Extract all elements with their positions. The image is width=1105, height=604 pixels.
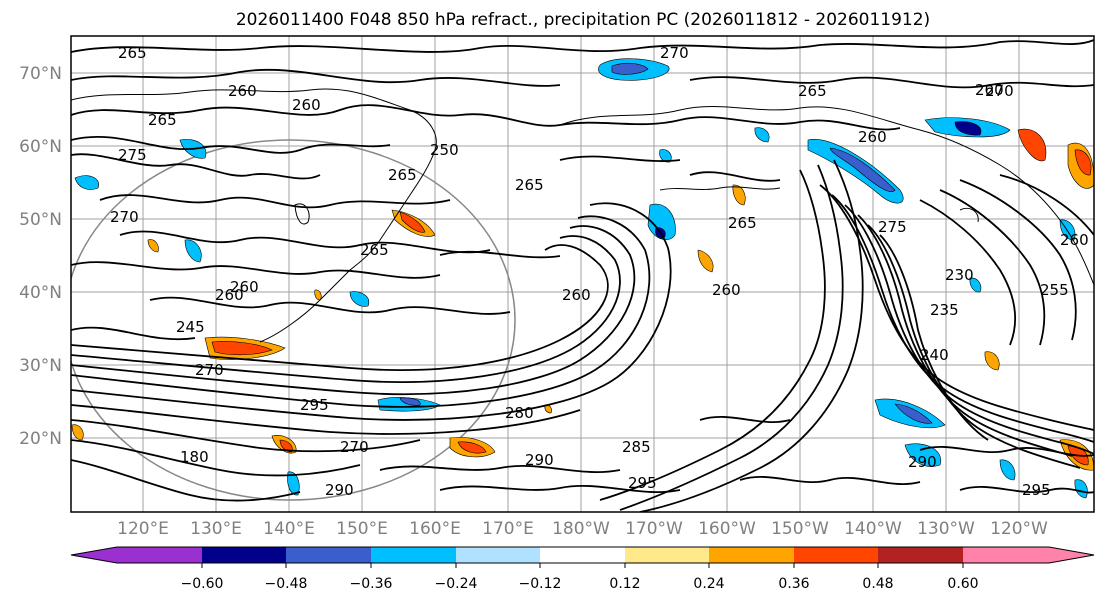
colorbar-tick-label: 0.24 — [693, 576, 724, 592]
contour-label: 290 — [325, 481, 354, 499]
colorbar-segment — [794, 547, 878, 563]
lat-label-50n: 50°N — [19, 210, 62, 230]
contour-label: 260 — [230, 278, 259, 296]
map-frame — [70, 35, 1095, 513]
precip-shading — [71, 58, 1094, 499]
colorbar-tick-label: −0.48 — [265, 576, 308, 592]
contour-label: 265 — [118, 44, 147, 62]
lon-label-150w: 150°W — [771, 519, 829, 539]
colorbar-segment — [625, 547, 709, 563]
contour-label: 265 — [728, 214, 757, 232]
lon-label-140e: 140°E — [263, 519, 315, 539]
contour-label: 265 — [148, 111, 177, 129]
lat-label-30n: 30°N — [19, 356, 62, 376]
latitude-labels: 70°N 60°N 50°N 40°N 30°N 20°N — [19, 64, 62, 449]
lat-label-20n: 20°N — [19, 429, 62, 449]
contour-label: 180 — [180, 448, 209, 466]
colorbar-segment — [117, 547, 202, 563]
lon-label-130e: 130°E — [190, 519, 242, 539]
longitude-labels: 120°E 130°E 140°E 150°E 160°E 170°E 180°… — [117, 519, 1048, 539]
colorbar-segment — [540, 547, 625, 563]
refractivity-contours — [71, 39, 1094, 512]
colorbar-extend-low — [71, 547, 117, 563]
contour-label: 260 — [712, 281, 741, 299]
contour-labels: 265 270 260 265 270 260 265 275 250 265 … — [110, 44, 1089, 499]
colorbar-segment — [878, 547, 963, 563]
map-background — [71, 36, 1094, 512]
lon-label-150e: 150°E — [336, 519, 388, 539]
map-panel: 265 270 260 265 270 260 265 275 250 265 … — [70, 35, 1095, 513]
lat-label-60n: 60°N — [19, 137, 62, 157]
colorbar-tick-label: −0.24 — [435, 576, 478, 592]
colorbar-segment — [286, 547, 371, 563]
contour-label: 270 — [110, 208, 139, 226]
lon-label-170w: 170°W — [625, 519, 683, 539]
contour-label: 295 — [628, 474, 657, 492]
colorbar: −0.60 −0.48 −0.36 −0.24 −0.12 0.12 0.24 … — [70, 546, 1095, 592]
colorbar-tick-label: 0.48 — [862, 576, 893, 592]
contour-label: 235 — [930, 301, 959, 319]
contour-label: 230 — [945, 266, 974, 284]
contour-label: 275 — [118, 146, 147, 164]
lon-label-130w: 130°W — [917, 519, 975, 539]
contour-label: 290 — [525, 451, 554, 469]
contour-label: 260 — [858, 128, 887, 146]
lat-label-70n: 70°N — [19, 64, 62, 84]
contour-label: 270 — [660, 44, 689, 62]
contour-label: 270 — [985, 82, 1014, 100]
coastlines — [71, 88, 1094, 343]
contour-label: 290 — [908, 453, 937, 471]
lon-label-120e: 120°E — [117, 519, 169, 539]
colorbar-tick-label: −0.12 — [519, 576, 562, 592]
contour-label: 270 — [340, 438, 369, 456]
colorbar-tick-label: −0.60 — [181, 576, 224, 592]
colorbar-tick-label: 0.60 — [947, 576, 978, 592]
contour-label: 270 — [195, 361, 224, 379]
lon-label-170e: 170°E — [482, 519, 534, 539]
colorbar-segment — [371, 547, 456, 563]
lon-label-140w: 140°W — [844, 519, 902, 539]
figure-title: 2026011400 F048 850 hPa refract., precip… — [236, 10, 930, 30]
range-circle — [71, 139, 516, 501]
contour-label: 245 — [176, 318, 205, 336]
colorbar-segment — [709, 547, 794, 563]
contour-label: 240 — [920, 346, 949, 364]
contour-label: 260 — [215, 286, 244, 304]
contour-label: 275 — [878, 218, 907, 236]
colorbar-extend-high — [1049, 547, 1094, 563]
colorbar-outline — [70, 546, 1095, 564]
contour-label: 285 — [622, 438, 651, 456]
colorbar-tick-label: 0.12 — [609, 576, 640, 592]
colorbar-segment — [202, 547, 286, 563]
contour-label: 250 — [430, 141, 459, 159]
contour-label: 260 — [1060, 231, 1089, 249]
contour-label: 260 — [975, 81, 1004, 99]
contour-label: 265 — [515, 176, 544, 194]
contour-label: 265 — [798, 82, 827, 100]
contour-label: 260 — [228, 82, 257, 100]
lon-label-180w: 180°W — [552, 519, 610, 539]
contour-label: 295 — [300, 396, 329, 414]
lat-label-40n: 40°N — [19, 283, 62, 303]
colorbar-tick-label: 0.36 — [778, 576, 809, 592]
colorbar-segment — [456, 547, 540, 563]
contour-label: 260 — [292, 96, 321, 114]
contour-label: 280 — [505, 404, 534, 422]
contour-label: 265 — [360, 241, 389, 259]
contour-label: 260 — [562, 286, 591, 304]
colorbar-segment — [963, 547, 1049, 563]
lon-label-160e: 160°E — [409, 519, 461, 539]
contour-label: 265 — [388, 166, 417, 184]
contour-label: 255 — [1040, 281, 1069, 299]
lon-label-160w: 160°W — [698, 519, 756, 539]
colorbar-tick-label: −0.36 — [350, 576, 393, 592]
lon-label-120w: 120°W — [990, 519, 1048, 539]
contour-label: 295 — [1022, 481, 1051, 499]
